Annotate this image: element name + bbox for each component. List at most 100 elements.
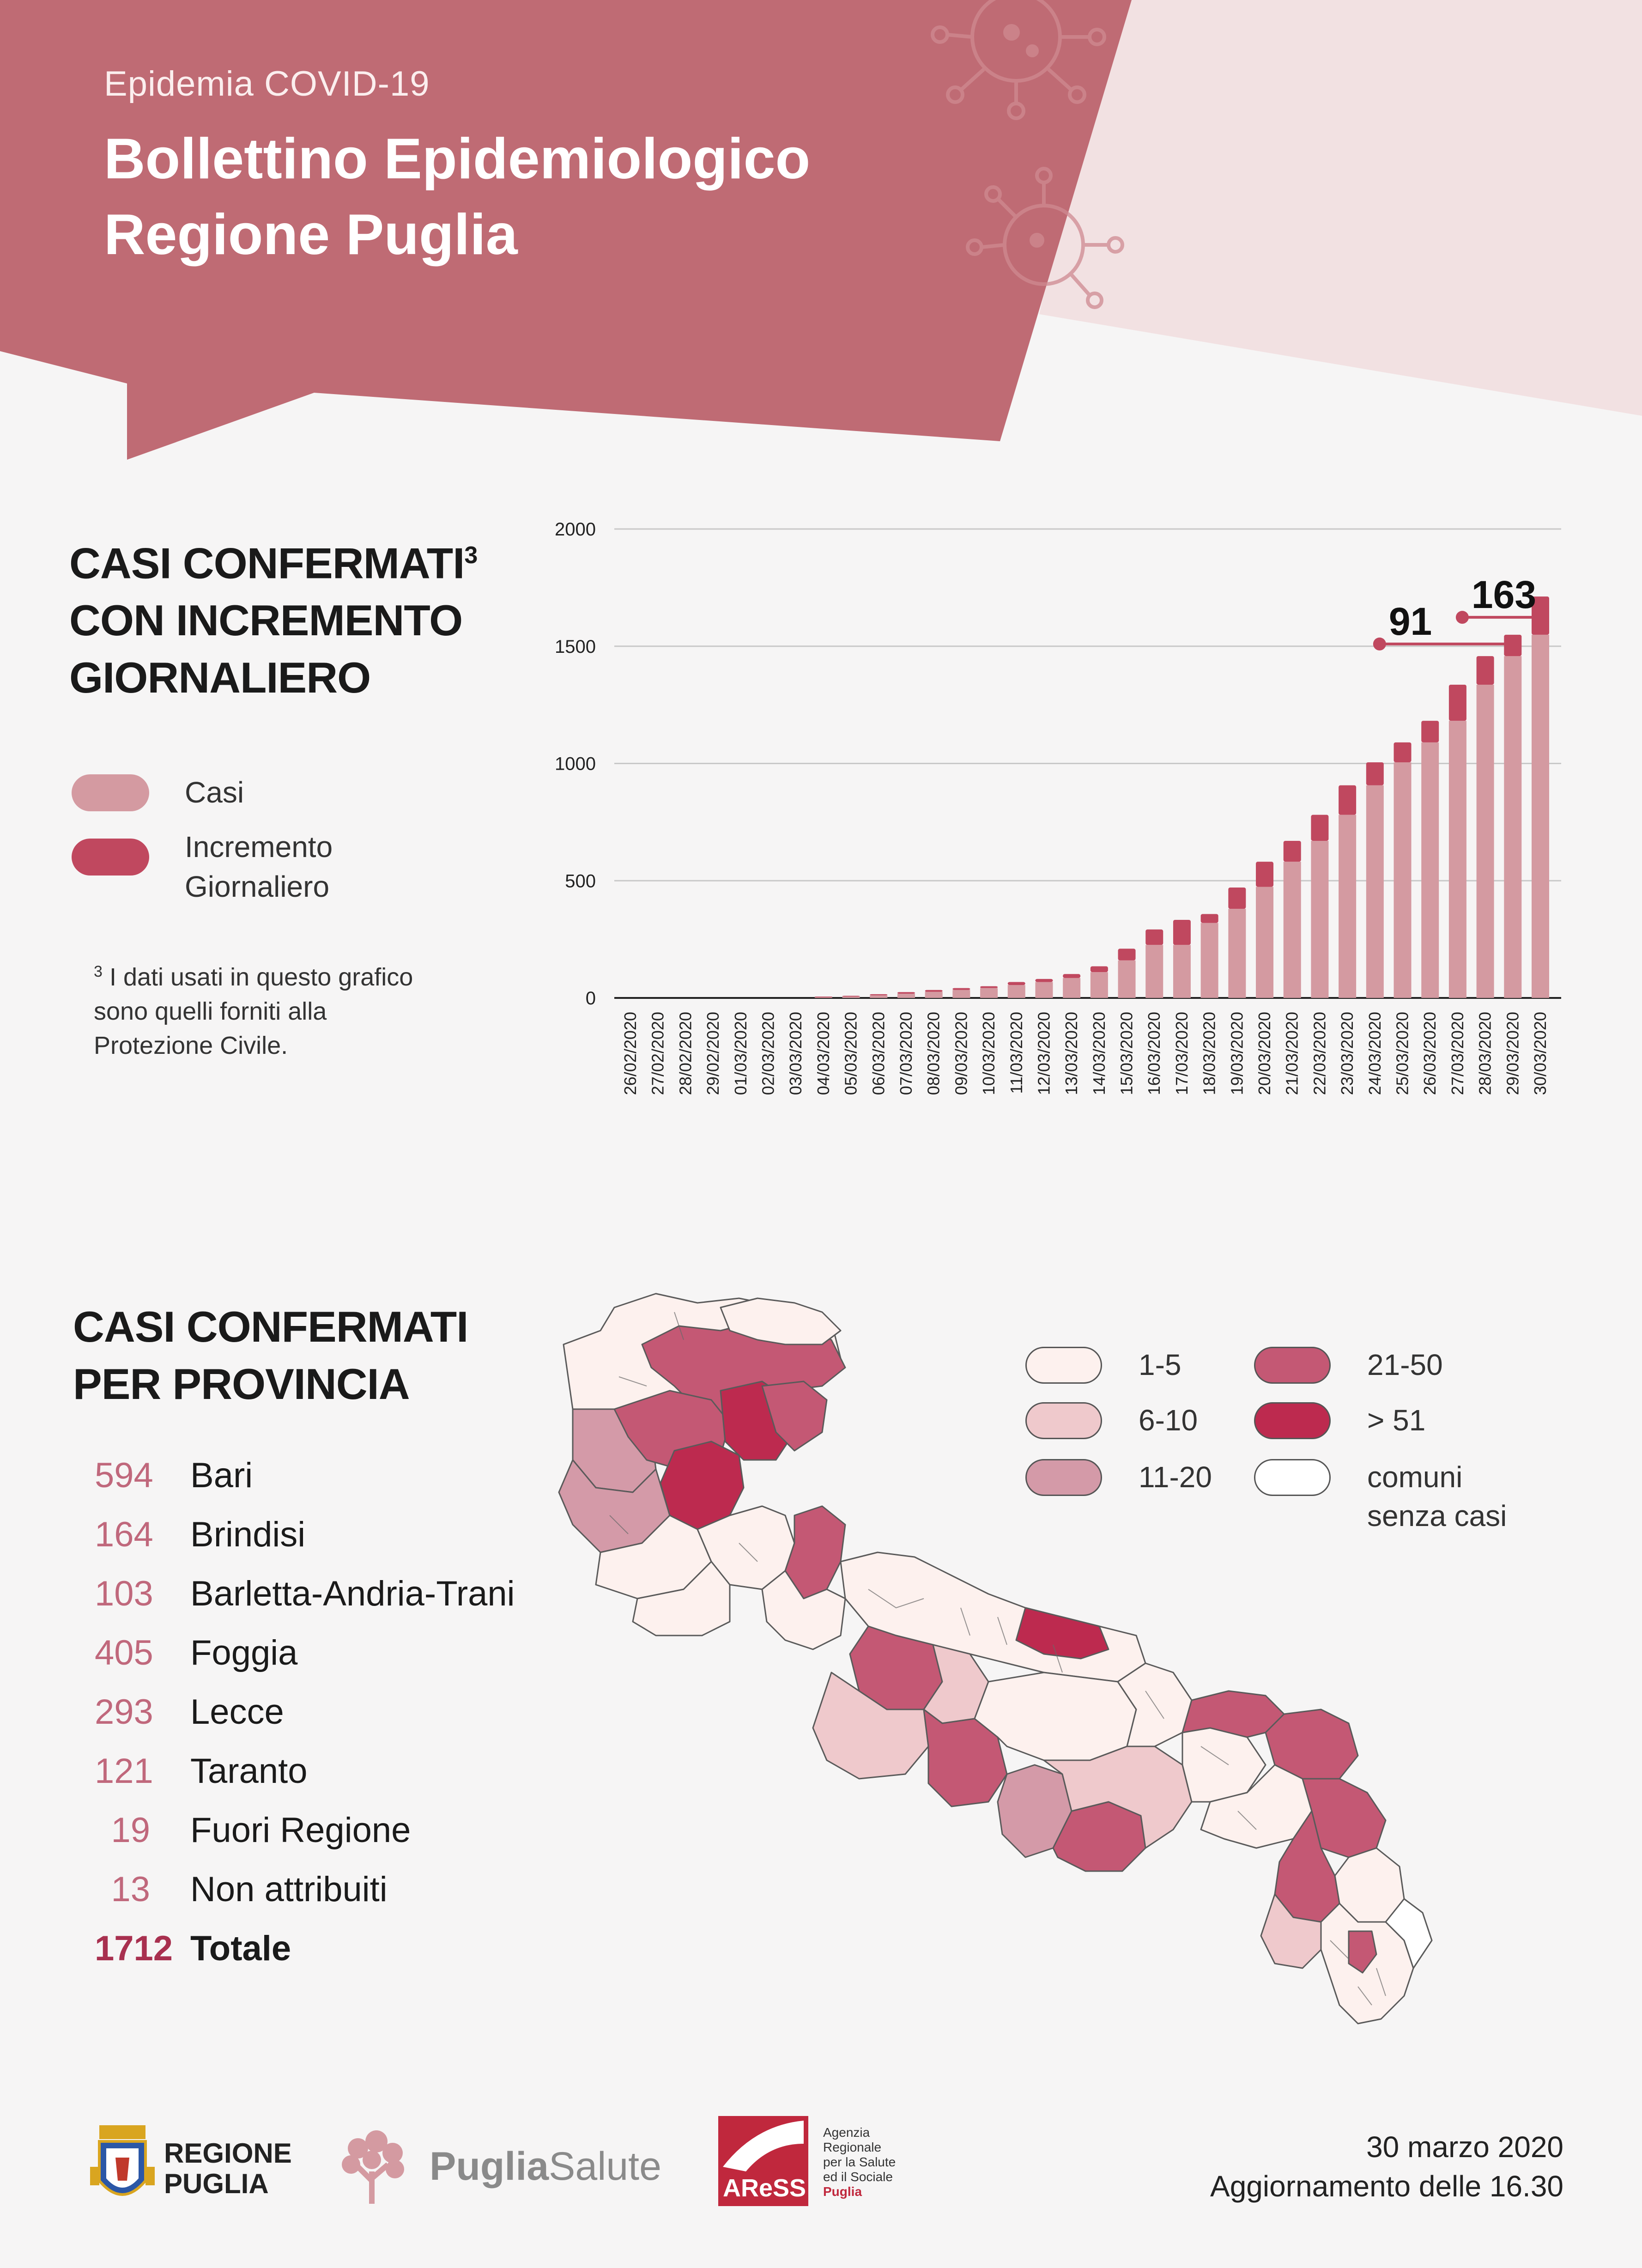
page-title: Bollettino Epidemiologico Regione Puglia [104,121,810,273]
map-south-daunia [632,1561,731,1636]
banner-main-shape [0,0,1132,460]
x-tick-label: 08/03/2020 [924,1012,943,1095]
bar-incremento [1476,656,1494,685]
bar-casi [1118,960,1136,998]
province-name: Taranto [190,1751,308,1791]
map-legend-label: 21-50 [1367,1348,1443,1381]
x-tick-label: 21/03/2020 [1283,1012,1302,1095]
header-banner [0,0,1642,460]
y-tick-label: 1000 [555,754,596,774]
map-lecce-se [1385,1898,1433,1969]
province-value: 164 [95,1515,153,1554]
bar-casi [1090,972,1108,998]
virus-icon [931,0,1106,120]
map-legend-swatch-none [1254,1459,1331,1496]
annotation-dot [1373,637,1386,651]
bar-casi [1200,923,1218,998]
bar-casi [1145,945,1163,998]
bar-casi [1366,785,1384,998]
bar-casi [952,990,970,998]
section-title-casi: CASI CONFERMATI3 CON INCREMENTO GIORNALI… [69,527,478,706]
bar-casi [842,996,860,998]
regione-puglia-crest-icon [90,2125,155,2196]
bar-casi [1035,982,1053,998]
x-tick-label: 23/03/2020 [1338,1012,1357,1095]
map-taranto-east [1043,1745,1193,1849]
annotation-label: 91 [1389,600,1432,643]
map-legend-swatch-6-10 [1025,1402,1102,1439]
x-tick-label: 12/03/2020 [1034,1012,1053,1095]
bar-incremento [1394,742,1412,762]
bar-casi [814,997,832,998]
map-altamura [812,1672,929,1780]
bar-incremento [1504,634,1522,657]
bar-incremento [1118,949,1136,961]
province-value: 19 [111,1811,150,1850]
bar-incremento [925,990,943,992]
x-tick-label: 13/03/2020 [1062,1012,1081,1095]
section-title-provincia: CASI CONFERMATI PER PROVINCIA [73,1298,468,1413]
x-tick-label: 25/03/2020 [1393,1012,1412,1095]
province-value: 293 [95,1692,153,1732]
x-tick-label: 15/03/2020 [1117,1012,1136,1095]
province-name: Brindisi [190,1515,306,1554]
x-tick-label: 19/03/2020 [1227,1012,1246,1095]
map-gargano-east [720,1297,842,1345]
annotation-label: 163 [1472,573,1536,616]
bar-casi [897,993,915,998]
bar-incremento [952,988,970,990]
bar-casi [1476,684,1494,998]
title-superscript: 3 [464,542,478,569]
bar-incremento [1035,979,1053,982]
province-name: Barletta-Andria-Trani [190,1574,515,1613]
pugliasalute-tree-icon [342,2130,404,2204]
bar-incremento [1311,815,1329,841]
map-bari-city [1015,1607,1109,1660]
map-legend-label: comuni senza casi [1367,1460,1507,1532]
y-tick-label: 500 [565,871,596,891]
aress-description: Agenzia Regionale per la Salute ed il So… [823,2125,896,2199]
banner-light-shape [1039,0,1642,416]
x-tick-label: 24/03/2020 [1365,1012,1384,1095]
map-legend-label: > 51 [1367,1404,1426,1437]
province-value: 121 [95,1751,153,1791]
y-tick-label: 0 [586,988,596,1009]
bar-incremento [980,986,998,988]
province-total-value: 1712 [95,1929,173,1968]
puglia-map [558,1293,1433,2025]
bar-incremento [1090,966,1108,973]
x-tick-label: 06/03/2020 [869,1012,888,1095]
bar-incremento [1200,914,1218,923]
x-tick-label: 11/03/2020 [1007,1012,1026,1094]
map-legend-swatch-1-5 [1025,1347,1102,1384]
bar-casi [1532,634,1549,998]
bar-casi [1007,985,1025,998]
bar-incremento [1283,840,1301,862]
bar-casi [1173,945,1191,998]
province-name: Foggia [190,1633,298,1672]
province-value: 405 [95,1633,153,1672]
map-gravina [923,1709,1008,1807]
bar-casi [1228,909,1246,998]
bar-casi [1063,978,1081,998]
bar-casi [925,991,943,998]
aress-swoosh-icon [723,2121,804,2171]
x-tick-label: 17/03/2020 [1172,1012,1191,1095]
province-name: Fuori Regione [190,1811,411,1850]
bar-incremento [1366,762,1384,785]
bar-casi [980,988,998,998]
x-tick-label: 28/02/2020 [676,1012,695,1095]
x-tick-label: 02/03/2020 [758,1012,777,1095]
province-value: 594 [95,1456,153,1495]
title-line-2: Regione Puglia [104,203,518,267]
y-tick-label: 2000 [555,519,596,540]
header-supertitle: Epidemia COVID-19 [104,64,430,103]
map-legend-swatch-11-20 [1025,1459,1102,1496]
province-value: 13 [111,1870,150,1909]
bar-chart: 0 500 1000 1500 2000 26/02/2020 27/02/2020 28/0… [555,519,1561,1095]
bar-incremento [1063,974,1081,978]
bar-incremento [1339,785,1357,815]
footnote: 3 I dati usati in questo grafico sono qu… [94,963,413,1059]
x-tick-label: 16/03/2020 [1145,1012,1163,1095]
virus-icon [966,167,1124,309]
